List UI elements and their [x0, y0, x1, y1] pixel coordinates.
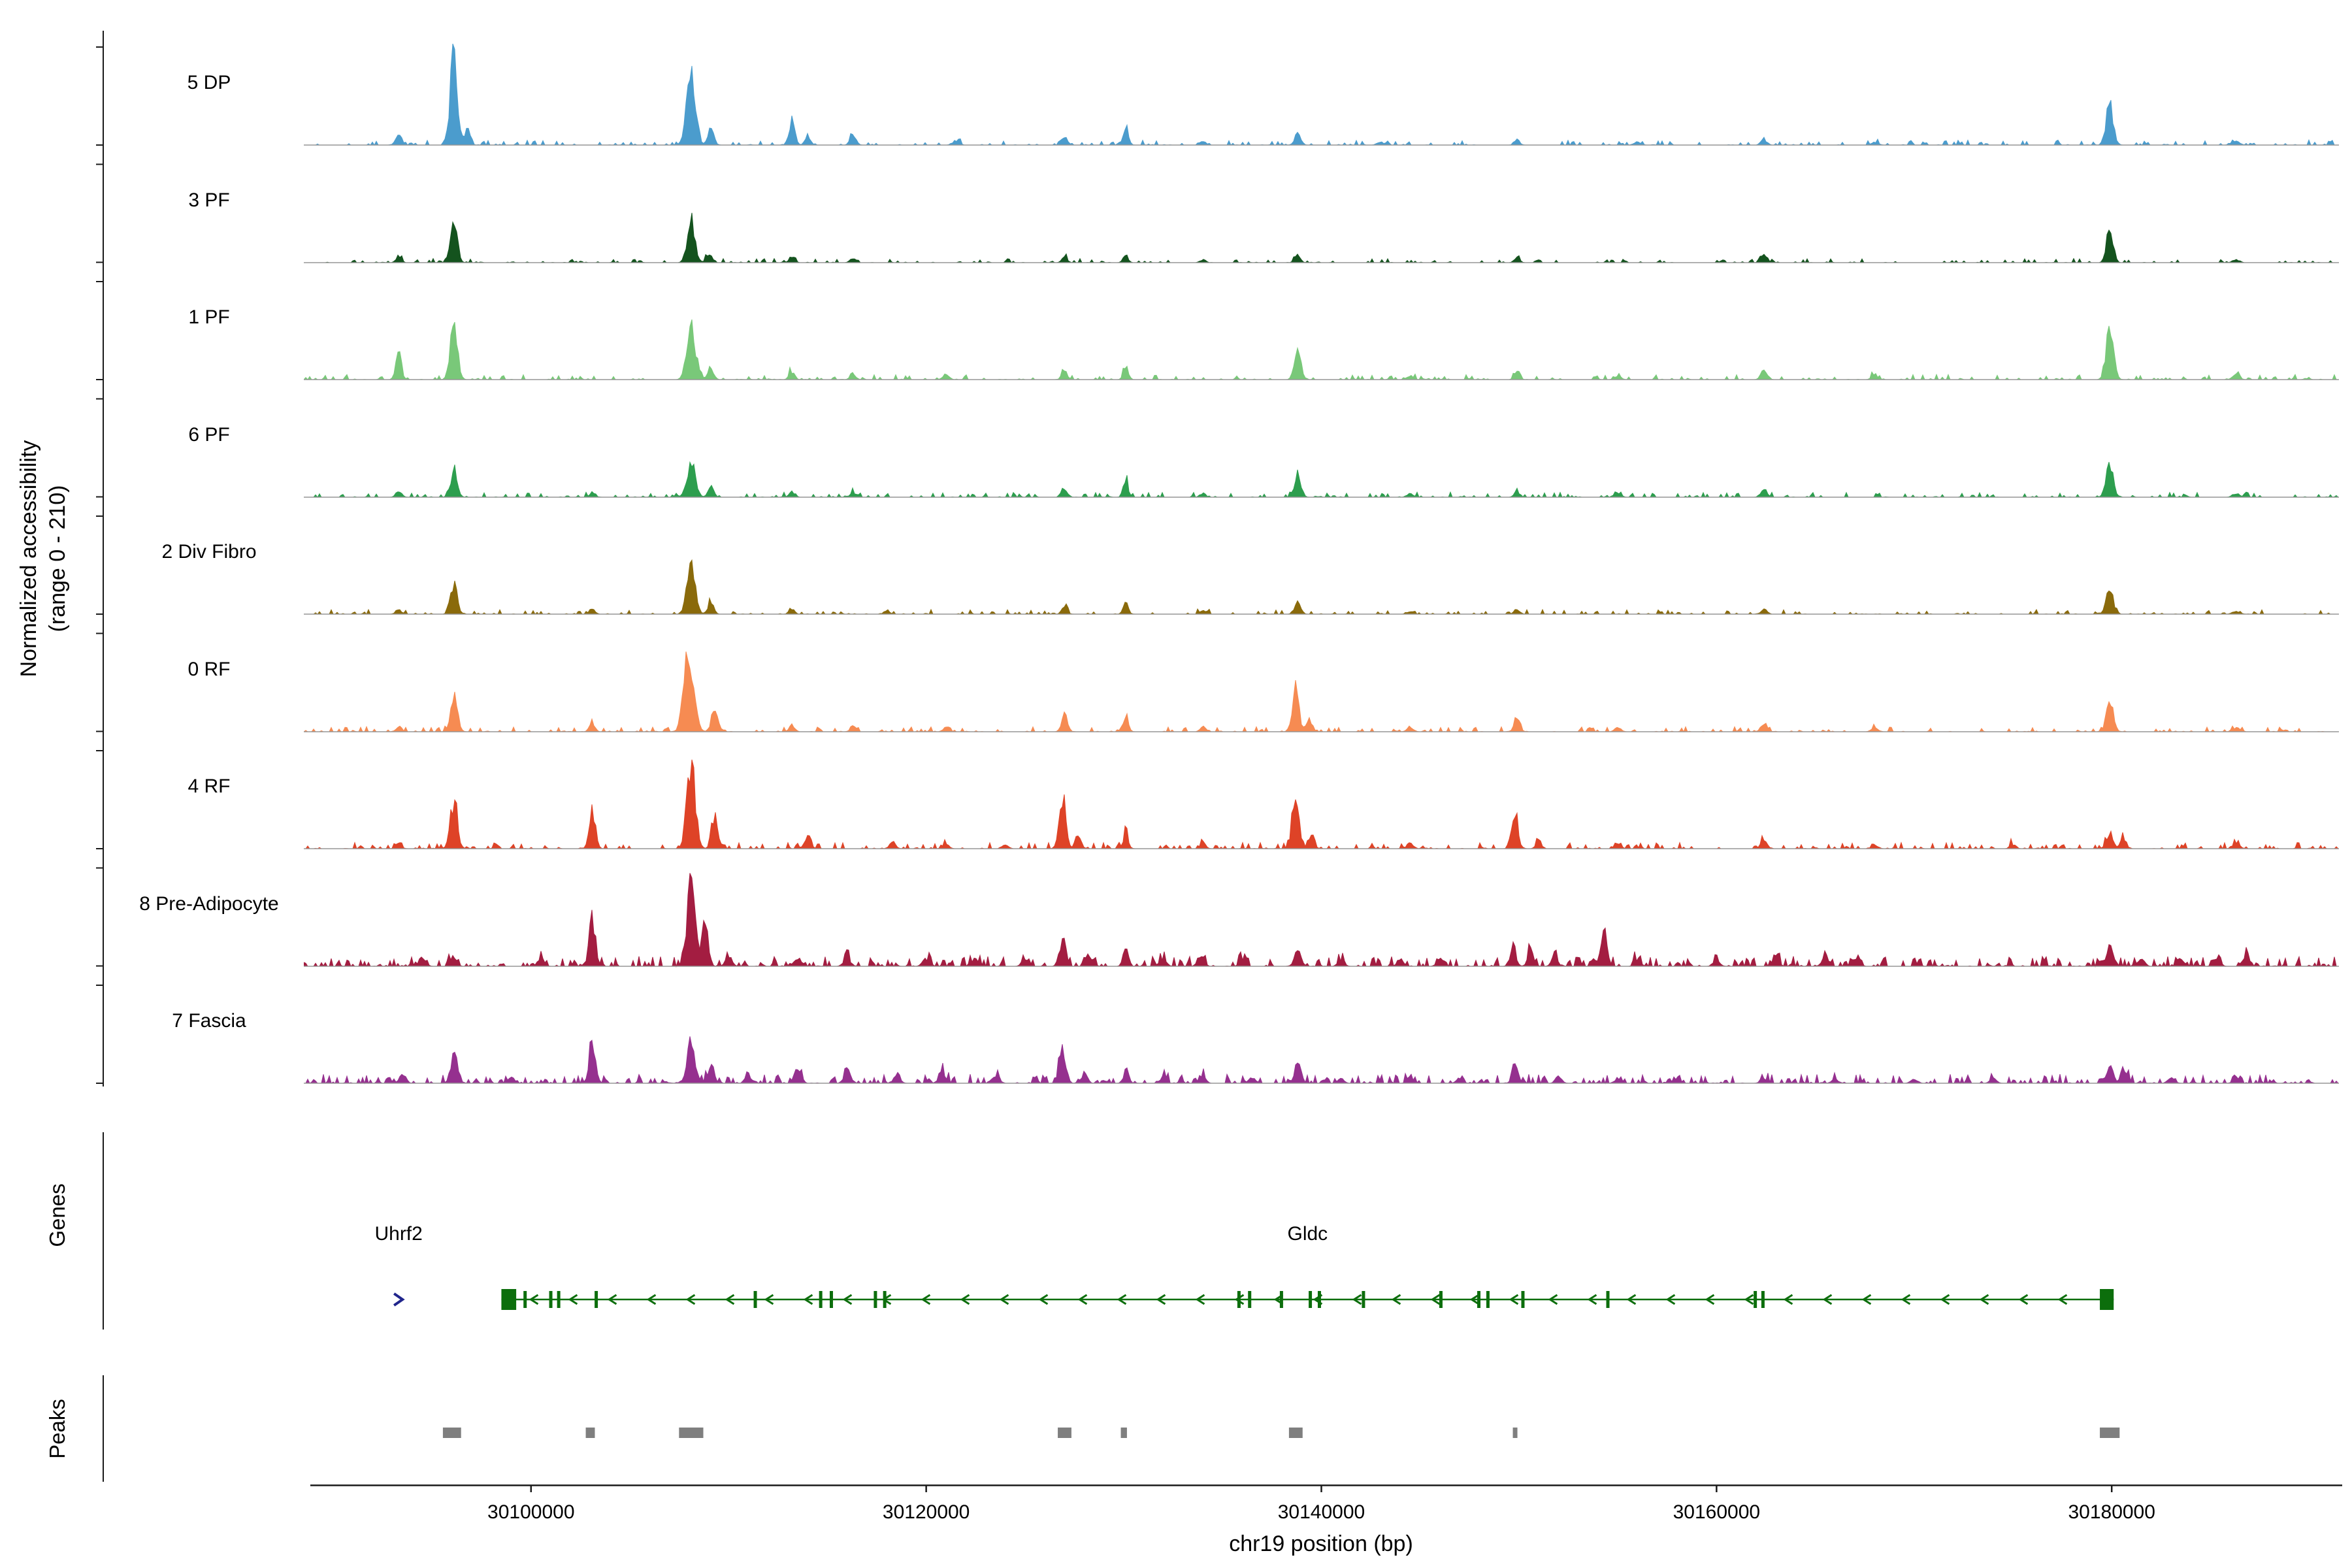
gene-label-uhrf2: Uhrf2	[374, 1223, 423, 1245]
track-row-2-div-fibro: 2 Div Fibro	[0, 510, 2352, 627]
gene-label-gldc: Gldc	[1287, 1223, 1328, 1245]
gene-models	[393, 1289, 2114, 1310]
track-signal-7-fascia	[304, 1036, 2339, 1085]
x-axis-tick-30140000: 30140000	[1277, 1501, 1365, 1523]
genes-axis-line	[103, 1132, 104, 1330]
track-row-6-pf: 6 PF	[0, 393, 2352, 510]
track-signal-8-pre-adipocyte	[304, 872, 2339, 968]
track-row-4-rf: 4 RF	[0, 744, 2352, 862]
x-axis-tick-30180000: 30180000	[2068, 1501, 2155, 1523]
track-signal-1-pf	[304, 319, 2339, 381]
peaks-axis-line	[103, 1375, 104, 1482]
track-row-1-pf: 1 PF	[0, 275, 2352, 393]
peak-boxes	[442, 1428, 2120, 1438]
track-row-0-rf: 0 RF	[0, 627, 2352, 745]
x-axis-title: chr19 position (bp)	[1229, 1531, 1413, 1556]
track-row-3-pf: 3 PF	[0, 158, 2352, 276]
coverage-tracks: 5 DP 3 PF 1 PF 6 PF 2 Div Fibro 0 RF 4 RF 8 Pre…	[0, 41, 2352, 1096]
track-label-6-pf: 6 PF	[188, 423, 230, 446]
track-signal-2-div-fibro	[304, 559, 2339, 615]
track-row-8-pre-adipocyte: 8 Pre-Adipocyte	[0, 862, 2352, 979]
track-label-7-fascia: 7 Fascia	[172, 1010, 246, 1032]
x-axis-tick-30100000: 30100000	[487, 1501, 575, 1523]
genes-section-label: Genes	[45, 1183, 69, 1247]
x-axis-tick-30120000: 30120000	[882, 1501, 970, 1523]
track-label-8-pre-adipocyte: 8 Pre-Adipocyte	[139, 892, 279, 915]
track-label-2-div-fibro: 2 Div Fibro	[161, 541, 257, 563]
x-axis-tick-30160000: 30160000	[1673, 1501, 1761, 1523]
x-axis	[310, 1484, 2342, 1492]
track-signal-0-rf	[304, 651, 2339, 732]
track-row-7-fascia: 7 Fascia	[0, 979, 2352, 1096]
track-signal-4-rf	[304, 759, 2339, 850]
track-label-0-rf: 0 RF	[188, 658, 231, 680]
peaks-section-label: Peaks	[45, 1399, 69, 1459]
track-signal-6-pf	[304, 461, 2339, 498]
track-label-1-pf: 1 PF	[188, 306, 230, 328]
tracks-axis-ticks	[96, 46, 103, 1084]
tracks-axis-line	[103, 31, 104, 1086]
track-label-5-dp: 5 DP	[187, 72, 231, 93]
track-signal-3-pf	[304, 212, 2339, 263]
track-label-3-pf: 3 PF	[188, 189, 230, 211]
track-label-4-rf: 4 RF	[188, 776, 231, 797]
track-signal-5-dp	[304, 43, 2339, 146]
track-row-5-dp: 5 DP	[0, 41, 2352, 158]
